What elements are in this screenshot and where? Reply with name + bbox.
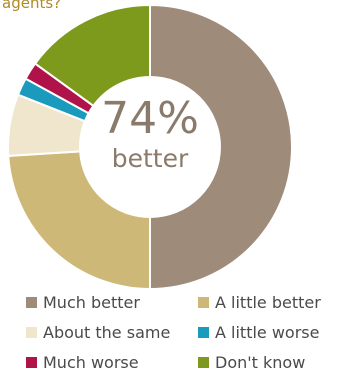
slice-much-better bbox=[149, 3, 293, 290]
legend-label: Much better bbox=[43, 292, 140, 312]
legend-label: Don't know bbox=[215, 352, 306, 372]
legend-swatch bbox=[26, 356, 37, 368]
legend-swatch bbox=[26, 326, 37, 338]
legend-label: About the same bbox=[43, 322, 171, 342]
chart-title-fragment: agents? bbox=[2, 0, 62, 12]
legend-swatch bbox=[198, 326, 209, 338]
legend-item-a-little-worse: A little worse bbox=[198, 320, 340, 344]
legend-item-dont-know: Don't know bbox=[198, 350, 340, 374]
slice-don-t-know bbox=[33, 3, 151, 108]
legend-swatch bbox=[26, 296, 37, 308]
legend-label: A little better bbox=[215, 292, 321, 312]
legend-label: Much worse bbox=[43, 352, 139, 372]
legend-swatch bbox=[198, 296, 209, 308]
legend: Much better A little better About the sa… bbox=[26, 290, 340, 374]
legend-label: A little worse bbox=[215, 322, 320, 342]
center-label: better bbox=[111, 144, 189, 173]
center-summary: 74% better bbox=[80, 94, 220, 204]
legend-item-about-the-same: About the same bbox=[26, 320, 198, 344]
legend-item-a-little-better: A little better bbox=[198, 290, 340, 314]
legend-item-much-better: Much better bbox=[26, 290, 198, 314]
donut-chart bbox=[7, 3, 293, 290]
center-value: 74% bbox=[101, 93, 199, 144]
legend-item-much-worse: Much worse bbox=[26, 350, 198, 374]
slice-a-little-better bbox=[7, 150, 151, 290]
legend-swatch bbox=[198, 356, 209, 368]
